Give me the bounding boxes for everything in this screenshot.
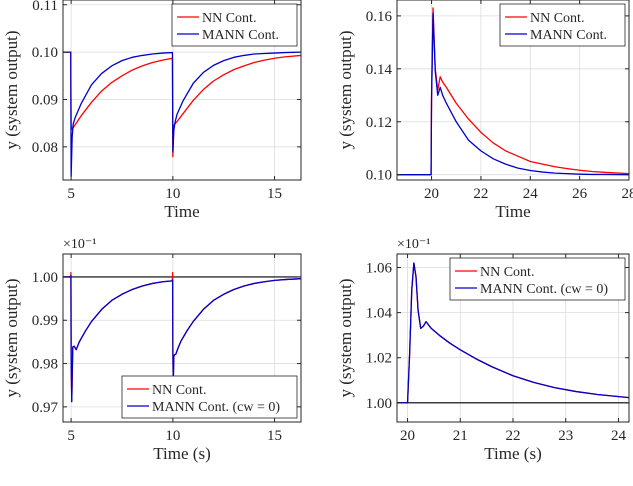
y-scale-multiplier: ×10⁻¹ xyxy=(397,237,430,252)
legend-label-1: NN Cont. xyxy=(152,383,206,398)
plot-frame xyxy=(62,0,302,181)
x-tick-label: 24 xyxy=(611,428,627,444)
legend-box xyxy=(121,375,298,419)
legend-label-1: NN Cont. xyxy=(480,265,534,280)
legend-label-2: MANN Cont. xyxy=(202,28,279,43)
legend-label-1: NN Cont. xyxy=(202,11,256,26)
legend-box xyxy=(499,3,626,47)
y-tick-label: 0.08 xyxy=(32,140,58,156)
series-line-2 xyxy=(397,262,629,404)
x-axis-label: Time (s) xyxy=(484,444,541,463)
y-tick-label: 1.00 xyxy=(366,396,392,412)
y-tick-label: 0.12 xyxy=(366,115,392,131)
series-group xyxy=(397,262,629,404)
y-axis-label: y (system output) xyxy=(336,279,355,398)
legend: NN Cont. MANN Cont. (cw = 0) xyxy=(121,375,298,419)
y-tick-label: 0.10 xyxy=(366,168,392,184)
y-tick-label: 0.10 xyxy=(32,45,58,61)
x-tick-label: 20 xyxy=(424,186,439,202)
legend: NN Cont. MANN Cont. (cw = 0) xyxy=(449,257,626,301)
y-tick-label: 0.16 xyxy=(366,9,393,25)
y-axis-label: y (system output) xyxy=(2,31,21,150)
x-tick-label: 5 xyxy=(67,186,75,202)
series-line-2 xyxy=(63,274,301,403)
y-tick-label: 1.04 xyxy=(366,306,393,322)
x-tick-label: 24 xyxy=(523,186,539,202)
x-tick-label: 22 xyxy=(506,428,521,444)
series-group xyxy=(397,7,629,176)
x-tick-label: 23 xyxy=(558,428,573,444)
series-line-2 xyxy=(63,51,301,177)
y-tick-label: 1.06 xyxy=(366,261,393,277)
y-tick-label: 1.00 xyxy=(32,270,58,286)
x-tick-label: 21 xyxy=(453,428,468,444)
plot-frame xyxy=(62,253,302,423)
series-group xyxy=(63,271,301,403)
y-axis-label: y (system output) xyxy=(2,279,21,398)
chart-panel-4: 20 21 22 23 24 1.00 1.02 1.04 1.06 Time (s) y (sys… xyxy=(336,237,630,463)
chart-panel-1: 5 10 15 0.08 0.09 0.10 0.11 Time y (system outpu… xyxy=(2,0,302,221)
legend-label-2: MANN Cont. (cw = 0) xyxy=(480,282,608,297)
y-tick-label: 0.09 xyxy=(32,92,58,108)
y-tick-label: 0.98 xyxy=(32,357,58,373)
x-tick-label: 15 xyxy=(267,428,282,444)
x-axis-label: Time xyxy=(495,202,530,221)
series-group xyxy=(63,51,301,177)
y-tick-label: 0.14 xyxy=(366,62,393,78)
chart-panel-3: 5 10 15 0.97 0.98 0.99 1.00 Time (s) y (system o… xyxy=(2,237,302,463)
y-tick-label: 0.97 xyxy=(32,400,59,416)
y-axis-label: y (system output) xyxy=(336,31,355,150)
plot-frame xyxy=(396,0,630,181)
x-tick-label: 20 xyxy=(400,428,415,444)
x-tick-label: 15 xyxy=(267,186,282,202)
legend-box xyxy=(171,3,298,47)
x-tick-label: 10 xyxy=(165,428,180,444)
legend-label-2: MANN Cont. (cw = 0) xyxy=(152,400,280,415)
x-tick-label: 28 xyxy=(622,186,633,202)
x-tick-label: 26 xyxy=(572,186,588,202)
legend-label-2: MANN Cont. xyxy=(530,28,607,43)
y-scale-multiplier: ×10⁻¹ xyxy=(63,237,96,252)
x-tick-label: 22 xyxy=(473,186,488,202)
y-tick-label: 0.99 xyxy=(32,313,58,329)
chart-panel-2: 20 22 24 26 28 0.10 0.12 0.14 0.16 Time y (system … xyxy=(336,0,633,221)
legend: NN Cont. MANN Cont. xyxy=(171,3,298,47)
x-tick-label: 5 xyxy=(67,428,75,444)
legend-label-1: NN Cont. xyxy=(530,11,584,26)
series-line-2 xyxy=(397,12,629,176)
legend: NN Cont. MANN Cont. xyxy=(499,3,626,47)
y-tick-label: 1.02 xyxy=(366,351,392,367)
legend-box xyxy=(449,257,626,301)
x-axis-label: Time xyxy=(164,202,199,221)
y-tick-label: 0.11 xyxy=(32,0,58,14)
x-axis-label: Time (s) xyxy=(153,444,210,463)
x-tick-label: 10 xyxy=(165,186,180,202)
